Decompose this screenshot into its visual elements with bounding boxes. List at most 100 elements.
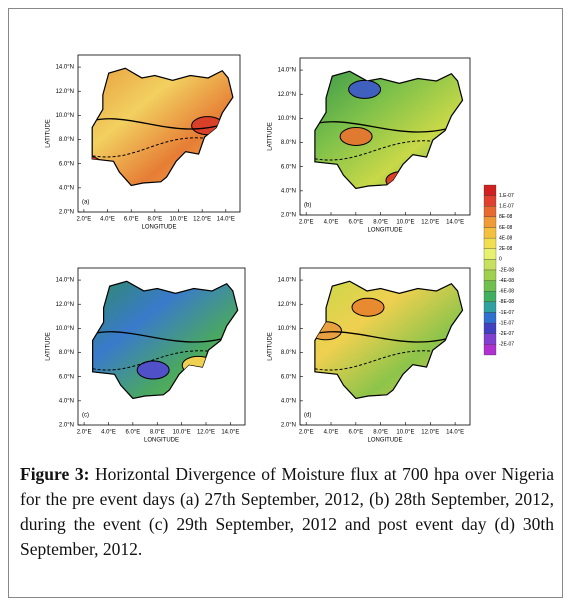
colorbar-cell bbox=[483, 301, 497, 313]
colorbar-cell bbox=[483, 184, 497, 196]
y-tick-label: 6.0°N bbox=[59, 161, 74, 167]
x-tick-label: 10.0°E bbox=[173, 430, 191, 436]
colorbar-label: 0 bbox=[499, 257, 502, 263]
colorbar-label: -6E-08 bbox=[499, 289, 514, 295]
y-tick-label: 4.0°N bbox=[59, 185, 74, 191]
colorbar-cell bbox=[483, 344, 497, 356]
y-tick-label: 6.0°N bbox=[281, 164, 296, 170]
y-tick-label: 2.0°N bbox=[59, 210, 74, 216]
x-tick-label: 2.0°E bbox=[77, 430, 92, 436]
y-tick-label: 14.0°N bbox=[56, 65, 74, 71]
y-axis-title: LATITUDE bbox=[46, 332, 52, 361]
x-tick-label: 4.0°E bbox=[324, 220, 339, 226]
x-tick-label: 14.0°E bbox=[221, 430, 239, 436]
x-tick-label: 6.0°E bbox=[125, 430, 140, 436]
x-tick-label: 6.0°E bbox=[348, 430, 363, 436]
y-tick-label: 2.0°N bbox=[59, 423, 74, 429]
y-tick-label: 6.0°N bbox=[59, 374, 74, 380]
contour-line bbox=[314, 350, 463, 371]
caption-text: Horizontal Divergence of Moisture flux a… bbox=[20, 464, 554, 559]
panel-label: (c) bbox=[82, 413, 89, 419]
y-axis-title: LATITUDE bbox=[268, 122, 274, 151]
x-tick-label: 12.0°E bbox=[197, 430, 215, 436]
colorbar-label: 8E-08 bbox=[499, 214, 513, 220]
x-tick-label: 12.0°E bbox=[421, 220, 439, 226]
y-tick-label: 10.0°N bbox=[56, 326, 74, 332]
y-tick-label: 12.0°N bbox=[56, 89, 74, 95]
x-tick-label: 6.0°E bbox=[124, 217, 139, 223]
x-tick-label: 12.0°E bbox=[421, 430, 439, 436]
figure-frame bbox=[8, 8, 563, 598]
y-tick-label: 8.0°N bbox=[281, 140, 296, 146]
x-axis-title: LONGITUDE bbox=[367, 228, 402, 234]
y-tick-label: 6.0°N bbox=[281, 374, 296, 380]
contour-blob bbox=[351, 297, 385, 317]
x-tick-label: 14.0°E bbox=[446, 220, 464, 226]
y-tick-label: 4.0°N bbox=[281, 188, 296, 194]
colorbar-cell bbox=[483, 195, 497, 207]
x-tick-label: 4.0°E bbox=[101, 430, 116, 436]
colorbar-label: 6E-08 bbox=[499, 225, 513, 231]
y-tick-label: 14.0°N bbox=[278, 278, 296, 284]
y-axis-title: LATITUDE bbox=[46, 119, 52, 148]
y-tick-label: 4.0°N bbox=[281, 398, 296, 404]
colorbar-cell bbox=[483, 269, 497, 281]
x-tick-label: 10.0°E bbox=[396, 430, 414, 436]
colorbar-label: -2E-07 bbox=[499, 342, 514, 348]
x-tick-label: 8.0°E bbox=[150, 430, 165, 436]
contour-blob bbox=[339, 127, 373, 146]
x-tick-label: 10.0°E bbox=[169, 217, 187, 223]
y-tick-label: 12.0°N bbox=[278, 302, 296, 308]
x-tick-label: 14.0°E bbox=[446, 430, 464, 436]
colorbar-label: -8E-08 bbox=[499, 299, 514, 305]
colorbar-label: -1E-07 bbox=[499, 310, 514, 316]
x-tick-label: 10.0°E bbox=[396, 220, 414, 226]
y-tick-label: 8.0°N bbox=[59, 137, 74, 143]
contour-blob bbox=[348, 79, 382, 99]
contour-line bbox=[92, 137, 233, 158]
x-tick-label: 8.0°E bbox=[373, 220, 388, 226]
colorbar-cell bbox=[483, 206, 497, 218]
colorbar-cell bbox=[483, 291, 497, 303]
y-tick-label: 14.0°N bbox=[278, 68, 296, 74]
x-tick-label: 8.0°E bbox=[373, 430, 388, 436]
x-tick-label: 4.0°E bbox=[100, 217, 115, 223]
x-axis-title: LONGITUDE bbox=[141, 225, 176, 231]
contour-line bbox=[314, 140, 463, 161]
colorbar-label: 1.E-07 bbox=[499, 193, 514, 199]
colorbar-cell bbox=[483, 227, 497, 239]
figure: 2.0°E 4.0°E 6.0°E 8.0°E 10.0°E 12.0°E 14.0°E 2.… bbox=[46, 54, 514, 444]
colorbar-cell bbox=[483, 237, 497, 249]
caption: Figure 3: Horizontal Divergence of Moist… bbox=[20, 462, 554, 562]
y-tick-label: 8.0°N bbox=[59, 350, 74, 356]
x-tick-label: 2.0°E bbox=[77, 217, 92, 223]
x-tick-label: 2.0°E bbox=[299, 220, 314, 226]
y-tick-label: 10.0°N bbox=[278, 326, 296, 332]
figure-label: Figure 3: bbox=[20, 464, 90, 484]
y-axis-title: LATITUDE bbox=[268, 332, 274, 361]
x-tick-label: 14.0°E bbox=[217, 217, 235, 223]
y-tick-label: 4.0°N bbox=[59, 398, 74, 404]
colorbar-label: -1E-07 bbox=[499, 320, 514, 326]
y-tick-label: 2.0°N bbox=[281, 423, 296, 429]
y-tick-label: 14.0°N bbox=[56, 278, 74, 284]
colorbar-cell bbox=[483, 333, 497, 345]
colorbar-label: -2E-07 bbox=[499, 331, 514, 337]
colorbar-label: 2E-08 bbox=[499, 246, 513, 252]
x-tick-label: 6.0°E bbox=[348, 220, 363, 226]
y-tick-label: 2.0°N bbox=[281, 213, 296, 219]
colorbar-cell bbox=[483, 280, 497, 292]
x-tick-label: 8.0°E bbox=[147, 217, 162, 223]
panel-label: (d) bbox=[304, 413, 311, 419]
colorbar-cell bbox=[483, 216, 497, 228]
colorbar-cell bbox=[483, 312, 497, 324]
x-axis-title: LONGITUDE bbox=[367, 438, 402, 444]
contour-blob bbox=[136, 360, 170, 380]
colorbar-cell bbox=[483, 322, 497, 334]
colorbar-label: -4E-08 bbox=[499, 278, 514, 284]
y-tick-label: 12.0°N bbox=[56, 302, 74, 308]
y-tick-label: 8.0°N bbox=[281, 350, 296, 356]
y-tick-label: 10.0°N bbox=[56, 113, 74, 119]
colorbar-label: -2E-08 bbox=[499, 267, 514, 273]
